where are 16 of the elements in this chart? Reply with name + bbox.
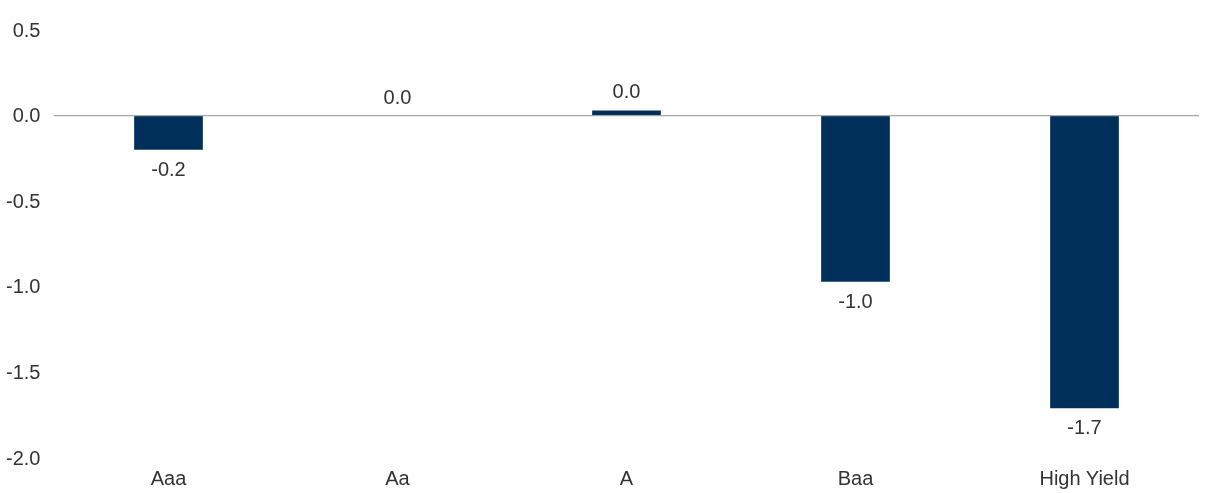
- data-label: -1.7: [1067, 416, 1102, 439]
- y-tick-label: -1.5: [6, 360, 41, 383]
- y-tick-label: -2.0: [6, 446, 41, 469]
- x-tick-label: Aa: [385, 466, 411, 489]
- x-tick-label: Aaa: [150, 466, 188, 489]
- y-tick-label: -1.0: [6, 275, 41, 298]
- data-label: -1.0: [838, 289, 873, 312]
- x-tick-label: Baa: [837, 466, 875, 489]
- x-tick-label: A: [619, 466, 634, 489]
- y-tick-label: -0.5: [6, 189, 41, 212]
- x-tick-label: High Yield: [1039, 466, 1130, 489]
- y-tick-label: 0.5: [12, 18, 41, 41]
- y-tick-label: 0.0: [12, 104, 41, 127]
- data-label: -0.2: [151, 157, 186, 180]
- data-label: 0.0: [612, 80, 641, 103]
- data-label: 0.0: [383, 85, 412, 108]
